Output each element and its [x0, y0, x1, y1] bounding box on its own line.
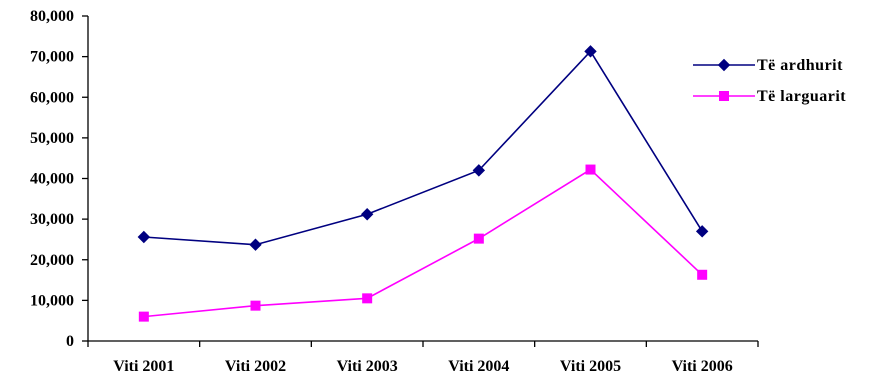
x-tick-label: Viti 2003 — [337, 358, 398, 375]
chart-legend: Të ardhurit Të larguarit — [693, 57, 846, 105]
data-point — [249, 238, 262, 251]
y-tick-label: 50,000 — [30, 130, 74, 147]
data-point — [138, 311, 149, 322]
legend-marker — [719, 91, 729, 101]
series-line — [143, 168, 703, 318]
legend-marker — [717, 58, 731, 72]
y-axis-ticks: 0 10,000 20,000 30,000 40,000 50,000 60,000 70,… — [30, 8, 88, 350]
legend-label: Të larguarit — [757, 88, 846, 105]
y-tick-label: 0 — [66, 333, 74, 350]
chart-axes: Viti 2001 Viti 2002 Viti 2003 Viti 2004 Viti… — [87, 16, 759, 375]
x-tick-label: Viti 2004 — [448, 358, 509, 375]
data-point — [585, 164, 596, 175]
legend-label: Të ardhurit — [757, 57, 843, 74]
series-line — [143, 50, 703, 246]
data-point — [697, 269, 708, 280]
x-tick-label: Viti 2002 — [225, 358, 286, 375]
y-tick-label: 10,000 — [30, 292, 74, 309]
x-tick-label: Viti 2001 — [113, 358, 174, 375]
data-point — [473, 233, 484, 244]
legend-entry: Të larguarit — [693, 88, 846, 105]
data-point — [472, 164, 486, 177]
data-point — [137, 230, 151, 244]
x-tick-label: Viti 2005 — [560, 358, 621, 375]
data-point — [695, 225, 709, 238]
y-tick-label: 80,000 — [30, 8, 74, 25]
y-tick-label: 60,000 — [30, 89, 74, 106]
y-tick-label: 40,000 — [30, 171, 74, 188]
series-1 — [137, 45, 709, 251]
chart-series — [137, 45, 709, 322]
series-2 — [138, 164, 708, 322]
data-point — [362, 293, 373, 304]
data-point — [360, 208, 374, 221]
y-tick-label: 20,000 — [30, 252, 74, 269]
data-point — [584, 45, 597, 58]
y-tick-label: 70,000 — [30, 49, 74, 66]
legend-entry: Të ardhurit — [693, 57, 843, 74]
y-tick-label: 30,000 — [30, 211, 74, 228]
data-point — [250, 300, 261, 311]
x-tick-label: Viti 2006 — [672, 358, 733, 375]
